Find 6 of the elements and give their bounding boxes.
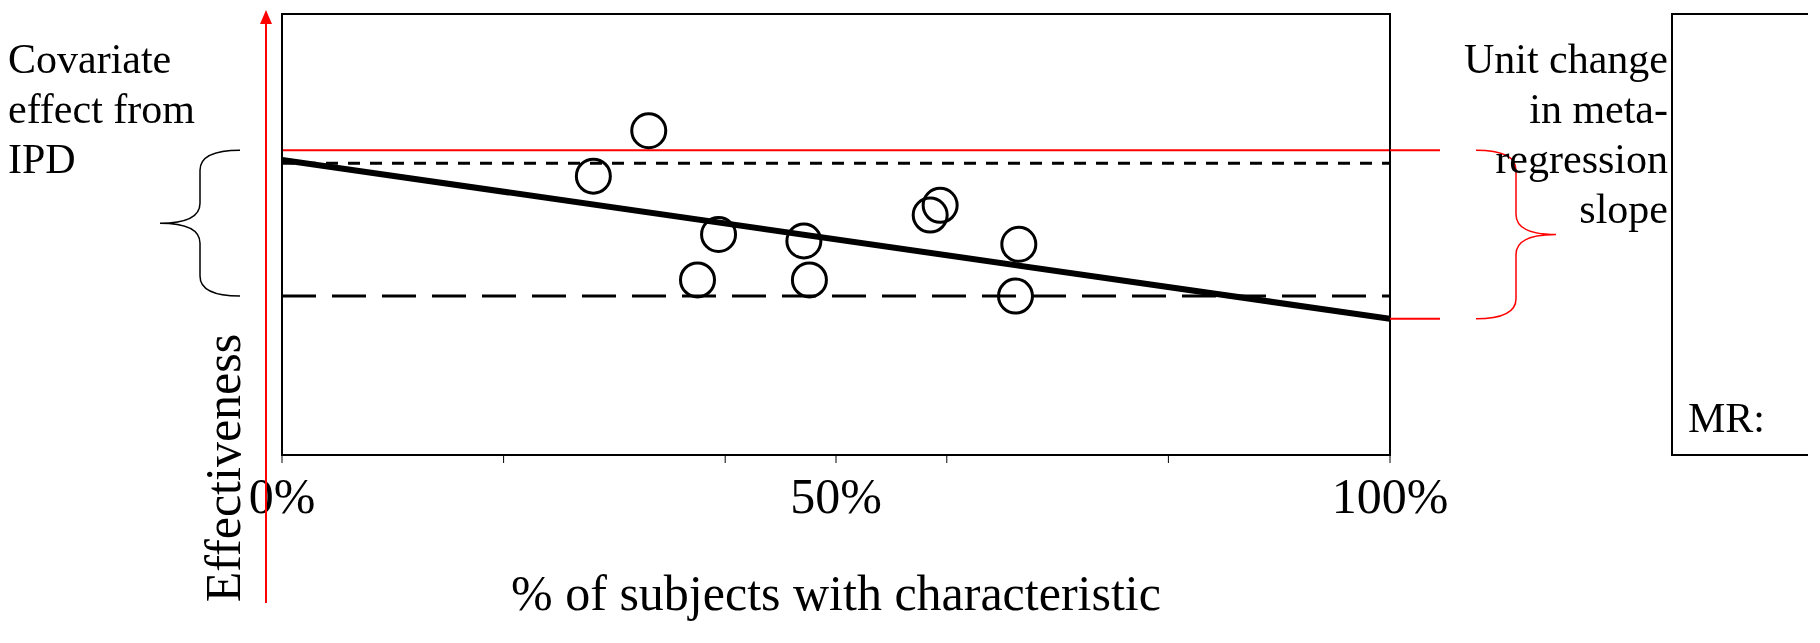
text: Covariate effect from IPD — [8, 35, 196, 184]
x-axis-title: % of subjects with characteristic — [510, 564, 1162, 623]
x-tick-label: 50% — [790, 467, 882, 524]
x-tick-label: 100% — [1331, 467, 1449, 524]
y-axis-title: Effectiveness — [195, 332, 251, 605]
text: MR: — [1688, 394, 1766, 443]
